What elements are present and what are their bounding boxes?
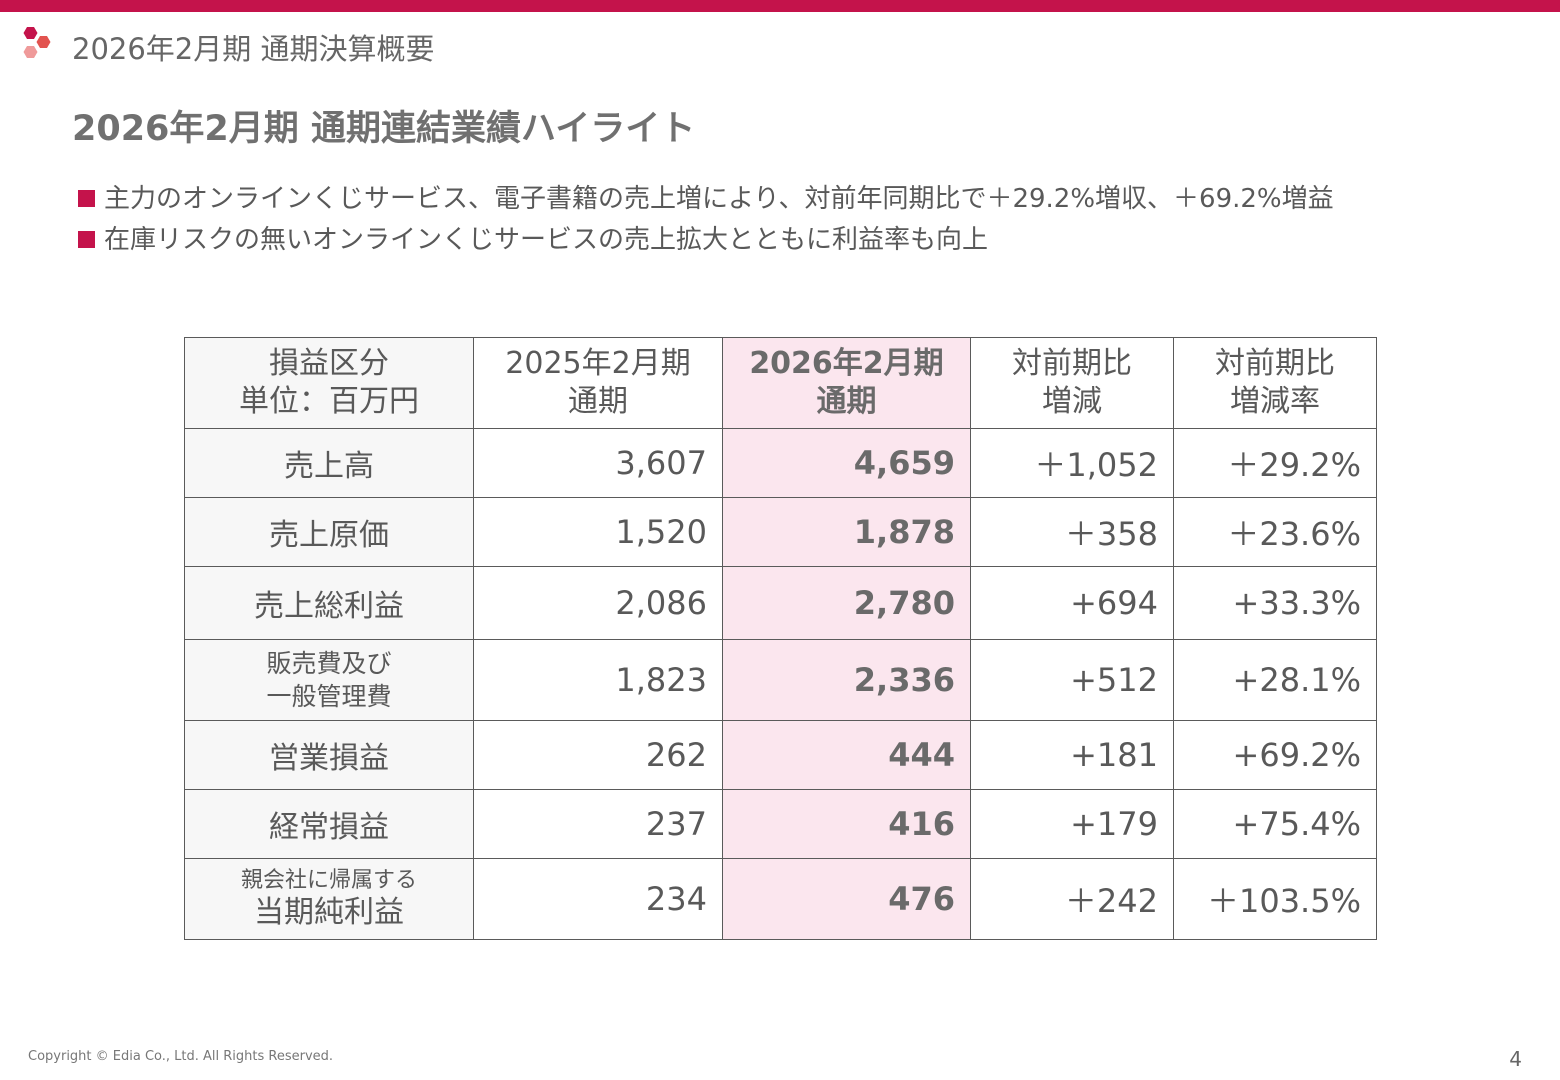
row-label-line: 当期純利益: [254, 895, 404, 930]
prev-value: 237: [473, 789, 723, 859]
row-label: 売上総利益: [184, 566, 474, 640]
change-value: +512: [970, 639, 1174, 721]
header-category: 損益区分 単位：百万円: [184, 337, 474, 429]
header-line: 対前期比: [1012, 346, 1132, 381]
pl-summary-table: 損益区分 単位：百万円 2025年2月期 通期 2026年2月期 通期 対前期比…: [184, 337, 1377, 940]
curr-value: 444: [722, 720, 971, 790]
bullet-text: 在庫リスクの無いオンラインくじサービスの売上拡大とともに利益率も向上: [104, 224, 989, 255]
bullet-item: 主力のオンラインくじサービス、電子書籍の売上増により、対前年同期比で＋29.2%…: [78, 178, 1334, 219]
change-value: ＋242: [970, 858, 1174, 940]
prev-value: 234: [473, 858, 723, 940]
slide-title: 2026年2月期 通期連結業績ハイライト: [72, 109, 696, 149]
header-line: 損益区分: [269, 346, 389, 381]
table-row: 親会社に帰属する 当期純利益 234 476 ＋242 ＋103.5%: [184, 858, 1377, 940]
prev-value: 3,607: [473, 428, 723, 498]
curr-value: 1,878: [722, 497, 971, 567]
table-row: 売上高 3,607 4,659 ＋1,052 ＋29.2%: [184, 428, 1377, 498]
header-line: 通期: [568, 384, 628, 419]
square-bullet-icon: [78, 231, 95, 248]
curr-value: 416: [722, 789, 971, 859]
row-label-line: 一般管理費: [266, 682, 392, 711]
bullet-item: 在庫リスクの無いオンラインくじサービスの売上拡大とともに利益率も向上: [78, 219, 1334, 260]
row-label: 経常損益: [184, 789, 474, 859]
row-label: 販売費及び 一般管理費: [184, 639, 474, 721]
row-label: 営業損益: [184, 720, 474, 790]
curr-value: 476: [722, 858, 971, 940]
row-label-line: 販売費及び: [266, 649, 392, 678]
header-line: 通期: [816, 384, 877, 419]
page-number: 4: [1509, 1047, 1522, 1071]
change-rate: ＋103.5%: [1173, 858, 1377, 940]
curr-value: 4,659: [722, 428, 971, 498]
change-value: +694: [970, 566, 1174, 640]
table-row: 売上原価 1,520 1,878 ＋358 ＋23.6%: [184, 497, 1377, 567]
change-rate: +28.1%: [1173, 639, 1377, 721]
bullet-text: 主力のオンラインくじサービス、電子書籍の売上増により、対前年同期比で＋29.2%…: [104, 183, 1334, 214]
header-line: 2025年2月期: [505, 346, 691, 381]
change-rate: ＋29.2%: [1173, 428, 1377, 498]
header-yoy-change: 対前期比 増減: [970, 337, 1174, 429]
header-line: 増減: [1042, 384, 1102, 419]
highlight-bullet-list: 主力のオンラインくじサービス、電子書籍の売上増により、対前年同期比で＋29.2%…: [78, 178, 1334, 260]
table-row: 販売費及び 一般管理費 1,823 2,336 +512 +28.1%: [184, 639, 1377, 721]
prev-value: 262: [473, 720, 723, 790]
change-rate: +69.2%: [1173, 720, 1377, 790]
table-row: 営業損益 262 444 +181 +69.2%: [184, 720, 1377, 790]
row-label: 売上原価: [184, 497, 474, 567]
header-line: 対前期比: [1215, 346, 1335, 381]
change-value: ＋358: [970, 497, 1174, 567]
top-accent-bar: [0, 0, 1560, 12]
table-row: 売上総利益 2,086 2,780 +694 +33.3%: [184, 566, 1377, 640]
header-line: 単位：百万円: [239, 384, 419, 419]
prev-value: 1,520: [473, 497, 723, 567]
section-header-title: 2026年2月期 通期決算概要: [72, 32, 435, 66]
row-label: 売上高: [184, 428, 474, 498]
table-row: 経常損益 237 416 +179 +75.4%: [184, 789, 1377, 859]
change-rate: +75.4%: [1173, 789, 1377, 859]
square-bullet-icon: [78, 190, 95, 207]
change-value: ＋1,052: [970, 428, 1174, 498]
curr-value: 2,336: [722, 639, 971, 721]
curr-value: 2,780: [722, 566, 971, 640]
row-label: 親会社に帰属する 当期純利益: [184, 858, 474, 940]
copyright-text: Copyright © Edia Co., Ltd. All Rights Re…: [28, 1049, 334, 1064]
change-rate: +33.3%: [1173, 566, 1377, 640]
row-label-line: 親会社に帰属する: [240, 868, 417, 893]
table-header-row: 損益区分 単位：百万円 2025年2月期 通期 2026年2月期 通期 対前期比…: [184, 337, 1377, 429]
header-current-period: 2026年2月期 通期: [722, 337, 971, 429]
hexagon-logo-icon: [23, 27, 51, 58]
change-rate: ＋23.6%: [1173, 497, 1377, 567]
prev-value: 1,823: [473, 639, 723, 721]
header-line: 2026年2月期: [749, 346, 944, 381]
header-line: 増減率: [1230, 384, 1320, 419]
header-yoy-rate: 対前期比 増減率: [1173, 337, 1377, 429]
prev-value: 2,086: [473, 566, 723, 640]
header-prev-period: 2025年2月期 通期: [473, 337, 723, 429]
change-value: +179: [970, 789, 1174, 859]
change-value: +181: [970, 720, 1174, 790]
